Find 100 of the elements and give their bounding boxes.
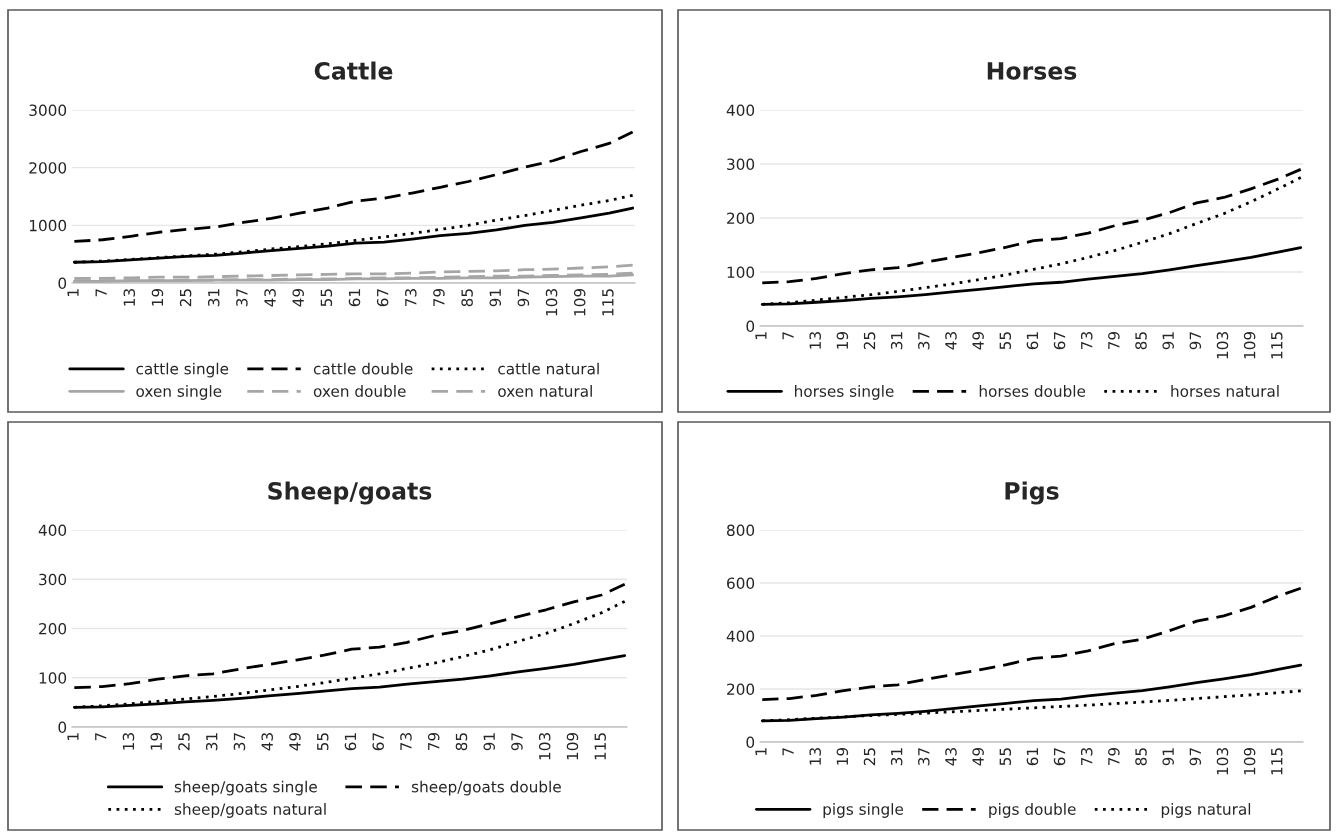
y-tick-label: 300 (727, 158, 755, 171)
y-tick-label: 0 (746, 736, 755, 749)
x-tick-label: 79 (1108, 331, 1120, 350)
x-tick-label: 25 (863, 748, 876, 766)
x-tick-label: 109 (1243, 331, 1256, 359)
x-tick-label: 109 (1243, 747, 1256, 775)
x-tick-label: 49 (972, 747, 984, 766)
x-tick-label: 79 (1108, 747, 1120, 766)
y-tick-label: 1000 (29, 219, 67, 232)
x-tick-label: 73 (405, 289, 417, 307)
x-tick-label: 7 (95, 733, 107, 741)
x-tick-label: 61 (1026, 332, 1039, 350)
chart-title: Cattle (314, 61, 393, 80)
y-tick-label: 2000 (29, 162, 67, 174)
x-tick-label: 73 (1080, 748, 1093, 766)
x-tick-label: 43 (264, 289, 276, 307)
x-tick-label: 13 (122, 733, 135, 750)
x-tick-label: 55 (320, 289, 333, 307)
x-tick-label: 43 (261, 733, 273, 751)
x-tick-label: 115 (1271, 332, 1283, 359)
x-tick-label: 1 (67, 289, 79, 296)
y-tick-label: 600 (727, 577, 755, 590)
y-tick-label: 800 (727, 524, 755, 537)
x-tick-label: 49 (292, 288, 304, 307)
legend-label: sheep/goats single (174, 780, 317, 796)
chart-title: Pigs (1005, 481, 1059, 505)
x-tick-label: 19 (151, 288, 164, 306)
x-tick-label: 7 (95, 289, 107, 297)
x-tick-label: 79 (427, 732, 440, 751)
x-tick-label: 115 (602, 289, 614, 316)
x-tick-label: 61 (1026, 748, 1039, 766)
x-tick-label: 97 (511, 733, 523, 751)
y-tick-label: 3000 (29, 104, 67, 117)
legend-label: cattle natural (498, 362, 599, 375)
legend-label: horses double (979, 385, 1086, 397)
y-tick-label: 400 (726, 104, 755, 117)
y-tick-label: 400 (726, 630, 755, 643)
x-tick-label: 67 (376, 289, 389, 307)
x-tick-label: 1 (755, 332, 767, 339)
x-tick-label: 91 (483, 733, 495, 751)
x-tick-label: 109 (573, 288, 586, 316)
legend-label: cattle single (136, 362, 229, 378)
x-tick-label: 49 (972, 331, 984, 350)
y-tick-label: 100 (727, 266, 755, 279)
x-tick-label: 13 (809, 748, 821, 765)
x-tick-label: 91 (489, 289, 502, 307)
x-tick-label: 55 (317, 733, 329, 751)
x-tick-label: 91 (1162, 332, 1174, 350)
x-tick-label: 25 (178, 733, 190, 751)
x-tick-label: 25 (863, 332, 876, 350)
x-tick-label: 31 (205, 733, 218, 751)
chart-title: Sheep/goats (268, 481, 432, 505)
x-tick-label: 31 (207, 289, 220, 307)
x-tick-label: 37 (236, 289, 248, 307)
x-tick-label: 31 (890, 332, 903, 350)
y-tick-label: 0 (746, 320, 755, 333)
y-tick-label: 300 (39, 573, 67, 586)
x-tick-label: 1 (755, 748, 767, 755)
x-tick-label: 97 (517, 289, 530, 307)
x-tick-label: 13 (123, 289, 136, 306)
x-tick-label: 37 (233, 733, 246, 751)
x-tick-label: 103 (1216, 748, 1229, 775)
legend-label: pigs double (989, 803, 1076, 818)
y-tick-label: 200 (727, 212, 755, 225)
y-tick-label: 100 (39, 672, 67, 684)
x-tick-label: 31 (890, 748, 903, 766)
x-tick-label: 85 (455, 733, 468, 751)
x-tick-label: 13 (809, 332, 821, 349)
chart-title: Horses (987, 62, 1077, 80)
legend-label: pigs single (823, 803, 904, 818)
legend-label: pigs natural (1161, 803, 1251, 818)
x-tick-label: 79 (433, 288, 445, 307)
x-tick-label: 19 (150, 732, 162, 750)
x-tick-label: 1 (67, 733, 79, 740)
x-tick-label: 55 (999, 332, 1012, 350)
x-tick-label: 85 (1135, 332, 1147, 350)
x-tick-label: 55 (999, 748, 1012, 766)
x-tick-label: 85 (461, 289, 473, 307)
legend-label: horses single (795, 385, 894, 400)
x-tick-label: 115 (594, 733, 606, 760)
legend-label: sheep/goats double (411, 780, 561, 796)
x-tick-label: 97 (1189, 332, 1202, 350)
legend-label: oxen natural (498, 385, 592, 397)
x-tick-label: 67 (1053, 332, 1066, 350)
legend-label: oxen double (313, 385, 406, 397)
x-tick-label: 103 (545, 289, 558, 316)
x-tick-label: 7 (782, 332, 794, 340)
x-tick-label: 37 (918, 748, 930, 766)
x-tick-label: 91 (1162, 748, 1174, 766)
x-tick-label: 7 (782, 748, 794, 756)
x-tick-label: 73 (1080, 332, 1093, 350)
x-tick-label: 85 (1135, 748, 1147, 766)
x-tick-label: 67 (372, 733, 384, 751)
x-tick-label: 19 (836, 747, 849, 765)
x-tick-label: 103 (538, 733, 551, 760)
x-tick-label: 25 (179, 289, 192, 307)
x-tick-label: 61 (348, 289, 361, 307)
x-tick-label: 67 (1053, 748, 1066, 766)
x-tick-label: 115 (1271, 748, 1283, 775)
y-tick-label: 200 (727, 683, 755, 696)
